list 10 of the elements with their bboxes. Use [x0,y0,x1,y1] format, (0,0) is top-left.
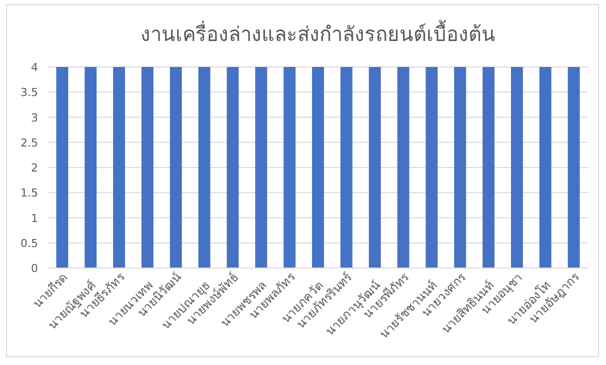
y-tick-label: 2.5 [20,136,38,150]
chart-title: งานเครื่องล่างและส่งกำลังรถยนต์เบื้องต้น [140,20,496,46]
y-tick-label: 3.5 [20,86,38,100]
y-tick-label: 2 [31,162,38,174]
y-tick-label: 0 [31,262,38,275]
y-tick-label: 1.5 [20,186,38,200]
y-tick-label: 0.5 [20,236,38,250]
y-tick-label: 3 [31,111,38,124]
y-tick-label: 4 [31,61,38,74]
y-tick-label: 1 [31,212,38,225]
